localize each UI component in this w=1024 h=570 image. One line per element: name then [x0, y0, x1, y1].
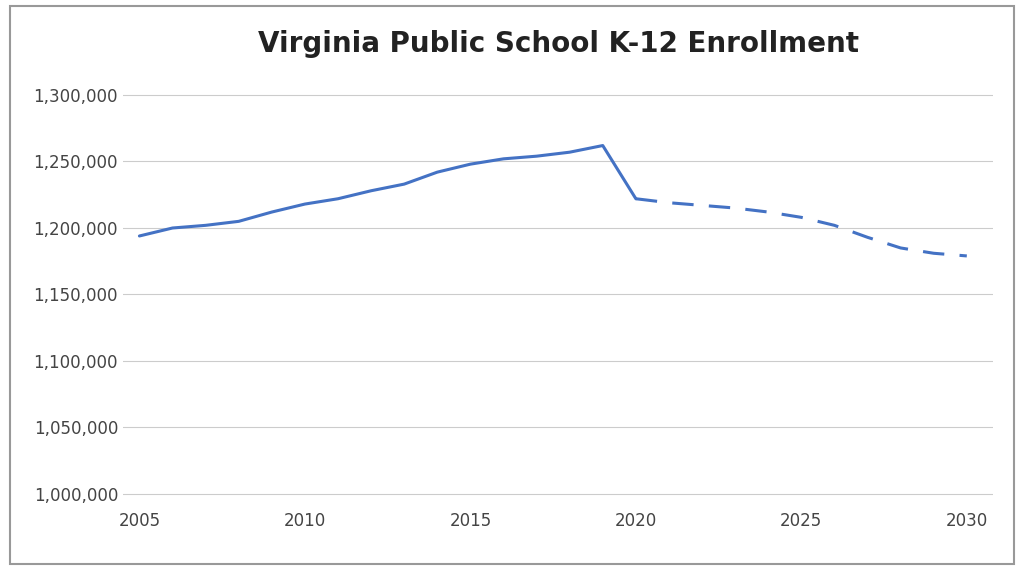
Title: Virginia Public School K-12 Enrollment: Virginia Public School K-12 Enrollment [258, 30, 858, 58]
